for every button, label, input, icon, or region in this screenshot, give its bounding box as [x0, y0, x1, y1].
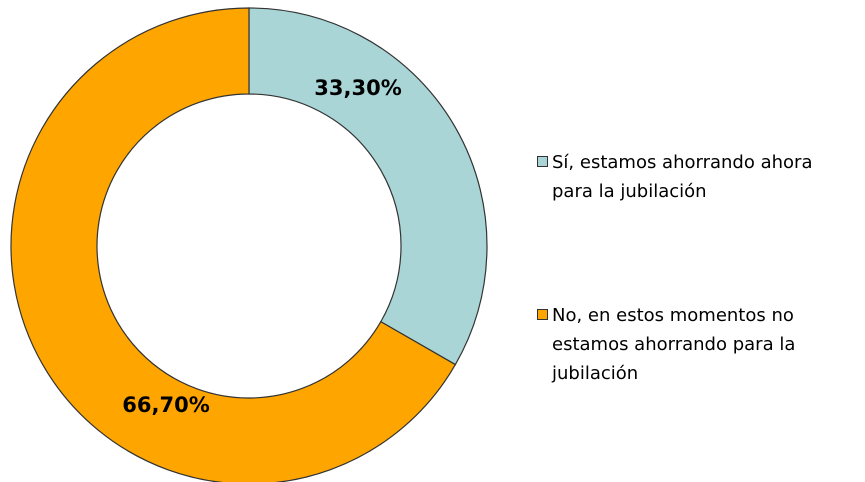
data-label: 33,30%: [314, 76, 401, 100]
donut-slice: [248, 7, 488, 366]
legend-label: No, en estos momentos no estamos ahorran…: [552, 305, 796, 384]
legend-item: Sí, estamos ahorrando ahora para la jubi…: [537, 148, 857, 206]
data-label: 66,70%: [122, 393, 209, 417]
legend-label: Sí, estamos ahorrando ahora para la jubi…: [552, 152, 813, 202]
legend-item: No, en estos momentos no estamos ahorran…: [537, 301, 857, 388]
legend-swatch: [537, 309, 548, 320]
legend-swatch: [537, 156, 548, 167]
donut-slice: [10, 7, 457, 482]
